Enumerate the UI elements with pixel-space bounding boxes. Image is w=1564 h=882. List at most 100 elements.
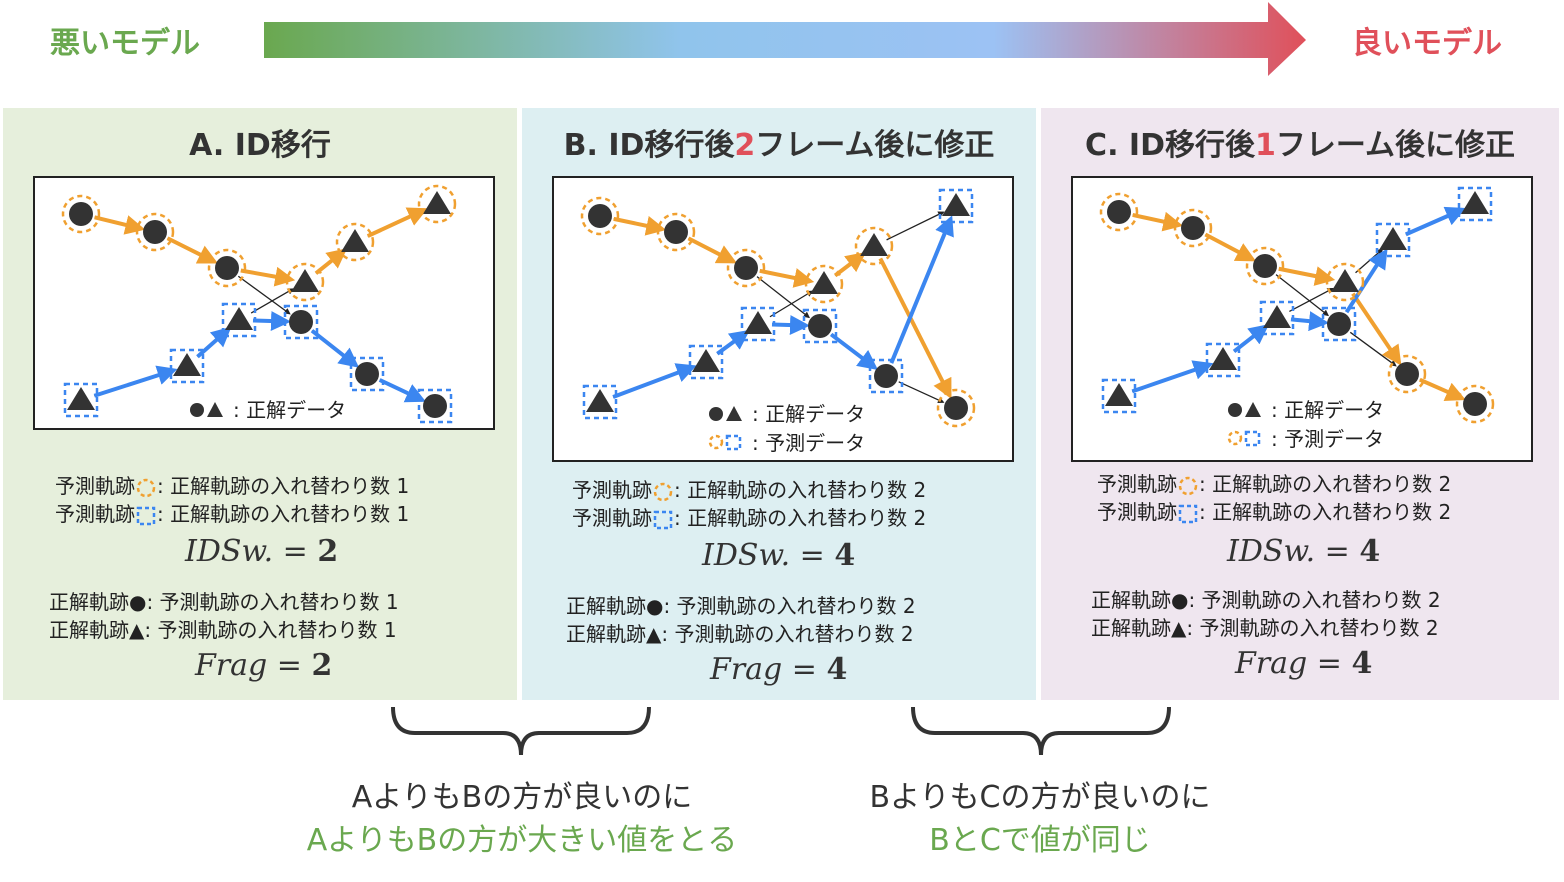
gt-triangle — [67, 387, 95, 410]
pred-circle — [726, 248, 766, 288]
gt-triangle — [291, 269, 319, 292]
frag-metric: Frag = 2 — [195, 648, 333, 683]
panel-title: B. ID移行後2フレーム後に修正 — [563, 128, 995, 163]
orange-track-arrow — [833, 252, 867, 278]
orange-track-arrow — [366, 207, 428, 238]
legend-gt-circle — [709, 407, 723, 421]
pred-circle — [417, 184, 457, 224]
gt-track-arrow — [898, 381, 945, 403]
gt-track-arrow — [886, 211, 945, 241]
pred-square — [868, 358, 904, 394]
pred-square — [1375, 222, 1411, 258]
gt-triangle — [341, 229, 369, 252]
gt-track-arrow — [1275, 274, 1330, 317]
gt-triangle — [586, 389, 614, 412]
panel-title: C. ID移行後1フレーム後に修正 — [1085, 128, 1515, 163]
pred-circle — [804, 264, 844, 304]
legend-gt-circle — [190, 403, 204, 417]
orange-track-arrow — [759, 268, 815, 288]
gt-circle — [1327, 312, 1351, 336]
gt-triangle — [225, 307, 253, 330]
orange-track-arrow — [687, 236, 738, 264]
legend-pred-label: : 予測データ — [233, 427, 346, 428]
gt-circle — [1463, 392, 1487, 416]
gt-triangle-stat: 正解軌跡▲: 予測軌跡の入れ替わり数 1 — [49, 618, 397, 642]
better-model-label: 良いモデル — [1352, 26, 1502, 61]
legend-gt-triangle — [1245, 402, 1261, 417]
pred-square — [688, 344, 724, 380]
orange-track-arrow — [240, 266, 296, 287]
gt-circle — [423, 394, 447, 418]
pred-square — [1259, 300, 1295, 336]
tracking-diagram-svg: : 正解データ: 予測データ — [61, 184, 457, 451]
pred-square-stat: 予測軌跡: 正解軌跡の入れ替わり数 1 — [55, 502, 410, 526]
legend-pred-label: : 予測データ — [1271, 427, 1384, 451]
legend-gt-triangle — [726, 406, 742, 421]
gt-circle — [215, 256, 239, 280]
gt-circle — [1253, 254, 1277, 278]
blue-track-arrow — [378, 378, 426, 403]
worse-model-label: 悪いモデル — [50, 26, 200, 61]
gt-circle — [874, 364, 898, 388]
pred-circle — [854, 226, 894, 266]
orange-track-arrow — [1132, 211, 1184, 232]
pred-square-stat: 予測軌跡: 正解軌跡の入れ替わり数 2 — [1097, 500, 1452, 524]
gt-triangle — [423, 191, 451, 214]
blue-square-icon — [136, 506, 156, 525]
pred-circle — [1245, 246, 1285, 286]
pred-circle — [1099, 192, 1139, 232]
quality-gradient-arrow — [264, 2, 1306, 76]
tracking-diagram: : 正解データ: 予測データ — [1071, 176, 1533, 462]
gt-triangle — [860, 233, 888, 256]
gt-circle — [289, 310, 313, 334]
gt-triangle — [692, 349, 720, 372]
pred-circle — [1325, 262, 1365, 302]
blue-track-arrow — [612, 363, 697, 399]
pred-circle — [1387, 354, 1427, 394]
gt-circle — [664, 220, 688, 244]
gt-triangle — [1209, 347, 1237, 370]
pred-square — [1457, 186, 1493, 222]
comparison-b-c-line2: BとCで値が同じ — [929, 823, 1151, 858]
orange-track-arrow — [314, 248, 348, 275]
gt-triangle — [1331, 269, 1359, 292]
panel-b: B. ID移行後2フレーム後に修正 : 正解データ: 予測データ 予測軌跡: 正… — [522, 108, 1036, 700]
orange-track-arrow — [166, 236, 219, 264]
legend-pred-square — [1244, 430, 1261, 447]
pred-circle — [656, 212, 696, 252]
pred-square — [938, 188, 974, 224]
blue-track-arrow — [889, 215, 954, 364]
panel-c: C. ID移行後1フレーム後に修正 : 正解データ: 予測データ 予測軌跡: 正… — [1041, 108, 1559, 700]
gt-triangle — [1105, 383, 1133, 406]
blue-track-arrow — [1344, 248, 1388, 314]
tracking-diagram: : 正解データ: 予測データ — [552, 176, 1014, 462]
panel-a: A. ID移行 : 正解データ: 予測データ 予測軌跡: 正解軌跡の入れ替わり数… — [3, 108, 517, 700]
gt-circle — [355, 362, 379, 386]
pred-circle-stat: 予測軌跡: 正解軌跡の入れ替わり数 2 — [1097, 472, 1452, 496]
gt-track-arrow — [250, 288, 294, 314]
blue-track-arrow — [771, 315, 811, 336]
gt-triangle-stat: 正解軌跡▲: 予測軌跡の入れ替わり数 2 — [1091, 616, 1439, 640]
gt-circle-stat: 正解軌跡●: 予測軌跡の入れ替わり数 2 — [566, 594, 916, 618]
blue-track-arrow — [252, 311, 292, 332]
idsw-metric: IDSw. = 2 — [185, 534, 339, 569]
gt-triangle — [1263, 305, 1291, 328]
panel-title: A. ID移行 — [189, 128, 331, 163]
idsw-metric: IDSw. = 4 — [1227, 534, 1381, 569]
pred-circle — [1173, 208, 1213, 248]
gt-track-arrow — [756, 276, 811, 319]
orange-circle-icon — [1178, 476, 1198, 495]
gt-circle — [1181, 216, 1205, 240]
gt-track-arrow — [237, 275, 291, 315]
brace-b-c — [911, 706, 1171, 756]
pred-square — [802, 308, 838, 344]
orange-track-arrow — [94, 215, 146, 235]
pred-square — [63, 382, 99, 418]
comparison-b-c-line1: BよりもCの方が良いのに — [869, 780, 1211, 815]
gt-triangle — [810, 271, 838, 294]
pred-circle-stat: 予測軌跡: 正解軌跡の入れ替わり数 1 — [55, 474, 410, 498]
gt-circle — [944, 396, 968, 420]
pred-circle — [135, 212, 175, 252]
legend-pred-square — [725, 434, 742, 451]
gt-triangle — [1461, 191, 1489, 214]
